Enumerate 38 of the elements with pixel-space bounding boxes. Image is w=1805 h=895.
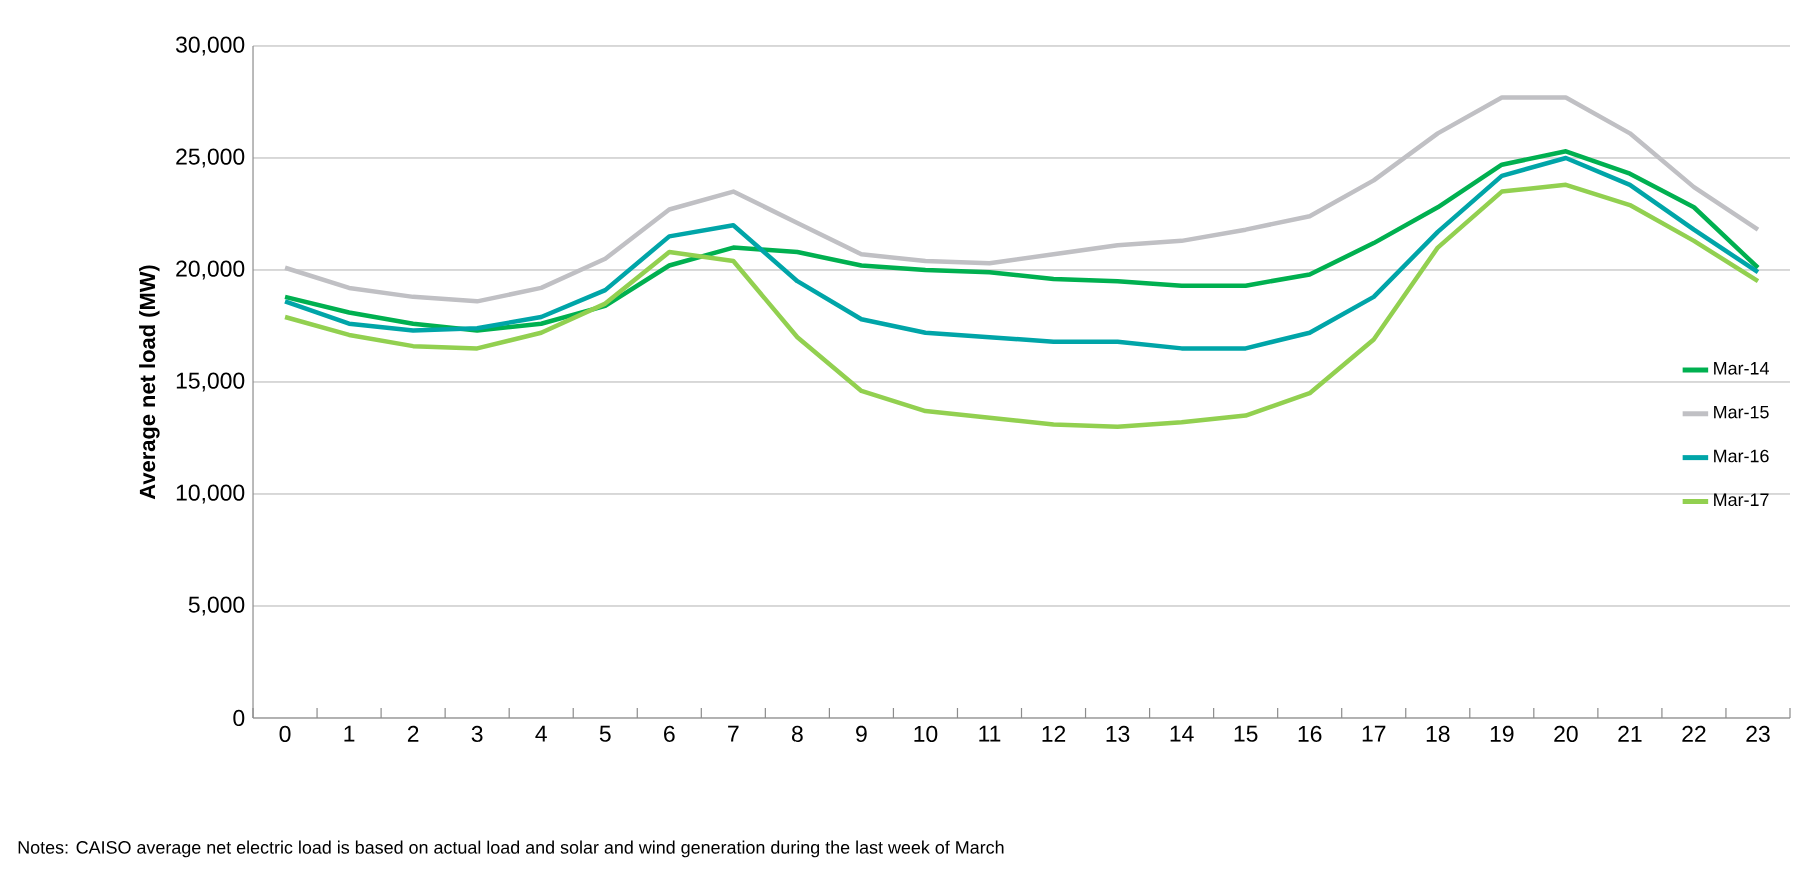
x-tick-label: 5 (599, 725, 611, 742)
x-tick-label: 8 (791, 725, 803, 743)
x-tick-label: 20 (1554, 725, 1578, 743)
x-tick-label: 10 (914, 725, 938, 743)
x-tick-label: 19 (1490, 725, 1514, 743)
y-axis-title: Average net load (MW) (139, 265, 160, 500)
legend-label: Mar-15 (1714, 405, 1769, 419)
x-tick-label: 16 (1298, 725, 1322, 743)
y-tick-label: 0 (233, 709, 245, 727)
x-tick-label: 2 (407, 725, 419, 742)
y-tick-label: 10,000 (176, 484, 245, 504)
x-tick-label: 9 (856, 725, 867, 743)
x-tick-label: 4 (535, 725, 547, 742)
x-tick-label: 21 (1618, 725, 1642, 742)
y-tick-label: 5,000 (188, 596, 245, 616)
line-series (282, 95, 1761, 304)
x-tick-label: 0 (279, 725, 291, 743)
x-tick-label: 11 (979, 725, 1001, 742)
x-tick-label: 6 (664, 725, 675, 743)
x-tick-label: 1 (344, 725, 355, 742)
y-tick-label: 20,000 (176, 260, 245, 280)
x-tick-label: 13 (1106, 725, 1130, 743)
x-tick-label: 23 (1746, 725, 1770, 743)
x-tick-label: 22 (1682, 725, 1706, 742)
x-tick-label: 17 (1362, 725, 1386, 742)
legend-label: Mar-16 (1714, 449, 1769, 463)
x-tick-label: 18 (1426, 725, 1450, 743)
text: Notes: CAISO average net electric load is based on actual load and solar and wind generation during the last week of March (18, 840, 1004, 858)
x-tick-label: 12 (1042, 725, 1066, 742)
x-tick-label: 3 (471, 725, 483, 743)
y-tick-label: 30,000 (175, 36, 245, 56)
y-tick-label: 15,000 (176, 372, 245, 392)
x-tick-label: 14 (1170, 725, 1194, 742)
y-tick-label: 25,000 (176, 148, 245, 168)
legend-label: Mar-17 (1714, 493, 1769, 507)
x-tick-label: 7 (728, 725, 739, 742)
x-tick-label: 15 (1234, 725, 1258, 742)
legend-label: Mar-14 (1714, 362, 1769, 375)
